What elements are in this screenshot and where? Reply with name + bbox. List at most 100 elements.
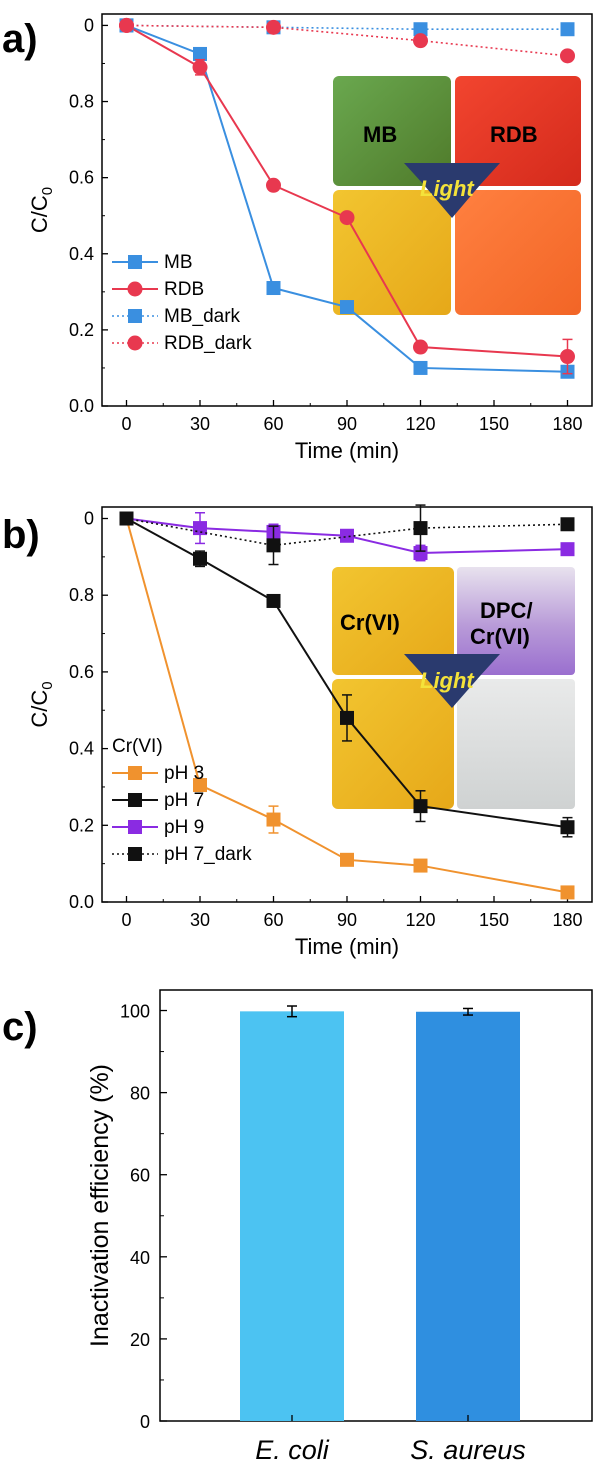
data-point-RDB (339, 210, 355, 226)
panel-b-label: b) (2, 513, 40, 557)
inset-label-rdb: RDB (490, 122, 538, 147)
legend-entry: pH 7_dark (164, 844, 252, 865)
y-tick-label: 20 (130, 1330, 150, 1350)
data-point-RDB (560, 349, 575, 365)
data-point-pH-7 (266, 593, 281, 608)
data-point-pH-3 (193, 778, 207, 793)
data-point-RDB_dark (560, 48, 575, 64)
vial-rdb (455, 76, 581, 186)
x-category-label: E. coli (255, 1435, 330, 1465)
y-tick-label: 0 (140, 1412, 150, 1432)
data-point-pH-7 (560, 820, 575, 835)
legend-entry: MB_dark (164, 306, 241, 327)
x-tick-label: 0 (121, 910, 131, 930)
bar-S-aureus (416, 1011, 520, 1421)
data-point-pH-9 (413, 546, 428, 561)
x-tick-label: 150 (479, 910, 509, 930)
legend-marker (128, 847, 142, 861)
legend-entry: RDB (164, 279, 204, 300)
panel-a-label: a) (2, 17, 38, 61)
inset-label-mb: MB (363, 122, 397, 147)
data-point-pH-7_dark (119, 511, 134, 526)
data-point-pH-7 (193, 551, 207, 566)
legend-entry: pH 7 (164, 790, 204, 811)
data-point-MB_dark (560, 22, 575, 37)
y-tick-label: 40 (130, 1248, 150, 1268)
y-axis-title-subscript: 0 (39, 187, 56, 195)
light-arrow-b (404, 654, 500, 708)
chart-panel-b: Cr(VI) DPC/ Cr(VI) Light 0 30 60 90 120 150 18… (27, 504, 593, 959)
vial-rdb-light (455, 190, 581, 315)
inset-label-dpc-crvi: Cr(VI) (470, 624, 530, 649)
data-point-RDB_dark (413, 33, 428, 49)
x-tick-label: 180 (552, 414, 582, 434)
y-axis-title: C/C0 (27, 187, 56, 233)
series-line-pH-9 (126, 517, 568, 555)
y-axis-title: C/C0 (27, 681, 56, 727)
inset-photo-dyes: MB RDB Light (333, 76, 581, 315)
x-tick-label: 30 (190, 910, 210, 930)
inset-photo-chromium: Cr(VI) DPC/ Cr(VI) Light (332, 567, 575, 809)
y-tick-label: 0 (84, 15, 94, 35)
legend-entry: RDB_dark (164, 333, 252, 354)
x-tick-label: 180 (552, 910, 582, 930)
y-axis-title: Inactivation efficiency (%) (86, 1064, 114, 1347)
y-axis-title-main: C/C (27, 195, 52, 233)
x-tick-label: 120 (405, 910, 435, 930)
data-point-MB (193, 46, 207, 61)
y-tick-label: 80 (130, 1084, 150, 1104)
data-point-MB_dark (413, 22, 428, 37)
y-tick-label: 0.2 (69, 320, 94, 340)
data-point-pH-7_dark (413, 521, 428, 536)
legend-marker (128, 766, 142, 780)
chart-panel-c: 0 20 40 60 80 100 Inactivation efficiency (%) E… (86, 989, 593, 1465)
legend-title: Cr(VI) (112, 736, 163, 757)
legend-entry: pH 3 (164, 763, 204, 784)
y-axis-title-main: C/C (27, 690, 52, 728)
data-point-MB (266, 281, 281, 296)
legend-entry: MB (164, 252, 193, 273)
vial-dpc-crvi (457, 567, 575, 675)
x-axis-title: Time (min) (295, 438, 399, 463)
y-tick-label: 0.8 (69, 92, 94, 112)
series-line-MB_dark (126, 24, 568, 31)
data-point-MB (340, 300, 354, 315)
y-tick-label: 0.4 (69, 244, 94, 264)
data-point-pH-7 (413, 799, 428, 814)
light-arrow (404, 163, 500, 218)
chart-panel-a: MB RDB Light 0 30 60 90 120 150 180 0.0 0.2 0.4 0.… (27, 13, 593, 463)
data-point-pH-9 (340, 528, 354, 543)
x-tick-label: 0 (121, 414, 131, 434)
y-tick-label: 0.0 (69, 396, 94, 416)
x-tick-label: 60 (263, 910, 283, 930)
vial-mb (333, 76, 451, 186)
x-category-label: S. aureus (410, 1435, 526, 1465)
data-point-pH-7_dark (266, 538, 281, 553)
x-axis-title: Time (min) (295, 934, 399, 959)
data-point-RDB (266, 177, 281, 193)
data-point-RDB (413, 339, 428, 355)
x-tick-label: 90 (337, 414, 357, 434)
series-line-RDB_dark (126, 24, 568, 57)
data-point-pH-3 (266, 812, 281, 827)
y-tick-label: 0.0 (69, 892, 94, 912)
data-point-pH-9 (560, 542, 575, 557)
data-point-pH-3 (560, 885, 575, 900)
inset-label-dpc: DPC/ (480, 598, 533, 623)
data-point-RDB_dark (119, 17, 134, 33)
vial-crvi-light (332, 679, 454, 809)
legend-marker (128, 793, 142, 807)
series-line-MB (126, 24, 568, 373)
legend-marker (128, 309, 142, 323)
y-tick-label: 0.6 (69, 168, 94, 188)
vial-dpc-crvi-light (457, 679, 575, 809)
data-point-pH-9 (193, 521, 207, 536)
inset-label-light: Light (420, 176, 475, 201)
inset-label-crvi: Cr(VI) (340, 610, 400, 635)
vial-crvi (332, 567, 454, 675)
series-line-pH-3 (125, 518, 568, 894)
data-point-RDB (192, 59, 208, 75)
legend-marker (128, 820, 142, 834)
data-point-pH-3 (340, 852, 354, 867)
legend-entry: pH 9 (164, 817, 204, 838)
